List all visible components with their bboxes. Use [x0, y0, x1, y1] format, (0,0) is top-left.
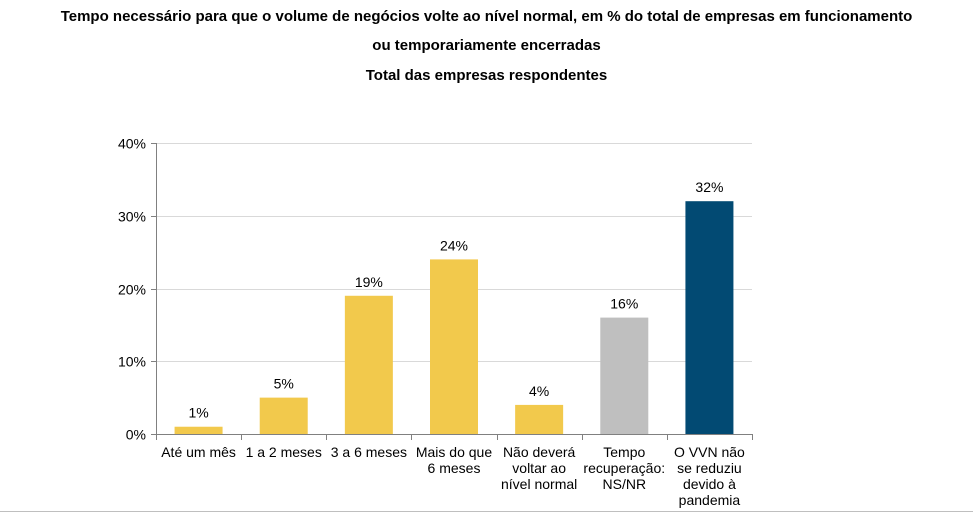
bar-value-label: 32%: [695, 179, 723, 195]
bar-value-label: 24%: [440, 237, 468, 253]
y-tick-label: 20%: [118, 282, 146, 298]
bar-value-label: 5%: [274, 376, 294, 392]
category-label: 3 a 6 meses: [331, 444, 407, 460]
bar-value-label: 19%: [355, 274, 383, 290]
chart-title-line-3: Total das empresas respondentes: [365, 67, 608, 84]
bar: [344, 295, 393, 434]
category-label: Não deverá: [503, 444, 576, 460]
category-labels: Até um mês 1 a 2 meses 3 a 6 meses Mais do …: [161, 444, 745, 508]
bar: [600, 317, 649, 434]
bar-value-label: 4%: [529, 383, 549, 399]
category-label: NS/NR: [603, 476, 647, 492]
category-label: Mais do que: [416, 444, 492, 460]
bar: [259, 397, 308, 434]
category-label: voltar ao: [512, 460, 566, 476]
category-label: 6 meses: [428, 460, 481, 476]
category-label: Tempo: [603, 444, 645, 460]
value-labels: 1% 5% 19% 24% 4% 16% 32%: [188, 179, 723, 421]
category-label: pandemia: [679, 492, 741, 508]
axes: [156, 143, 753, 440]
category-label: 1 a 2 meses: [246, 444, 322, 460]
y-axis-ticks: 0% 10% 20% 30% 40%: [118, 136, 156, 443]
chart-title-line-1: Tempo necessário para que o volume de ne…: [60, 8, 913, 25]
bar: [515, 404, 564, 434]
chart-title-line-2: ou temporariamente encerradas: [372, 37, 601, 54]
bar: [174, 426, 223, 434]
bar: [430, 259, 478, 434]
y-tick-label: 40%: [118, 136, 146, 152]
category-label: nível normal: [501, 476, 577, 492]
bottom-rule: [0, 511, 973, 512]
y-tick-label: 0%: [126, 427, 146, 443]
category-label: Até um mês: [161, 444, 236, 460]
bars: [174, 201, 734, 434]
category-label: O VVN não: [674, 444, 745, 460]
bar: [685, 201, 734, 434]
category-label: se reduziu: [677, 460, 742, 476]
bar-value-label: 1%: [188, 405, 208, 421]
bar-value-label: 16%: [610, 296, 638, 312]
category-label: recuperação:: [583, 460, 665, 476]
category-label: devido à: [683, 476, 736, 492]
y-tick-label: 10%: [118, 354, 146, 370]
y-tick-label: 30%: [118, 209, 146, 225]
